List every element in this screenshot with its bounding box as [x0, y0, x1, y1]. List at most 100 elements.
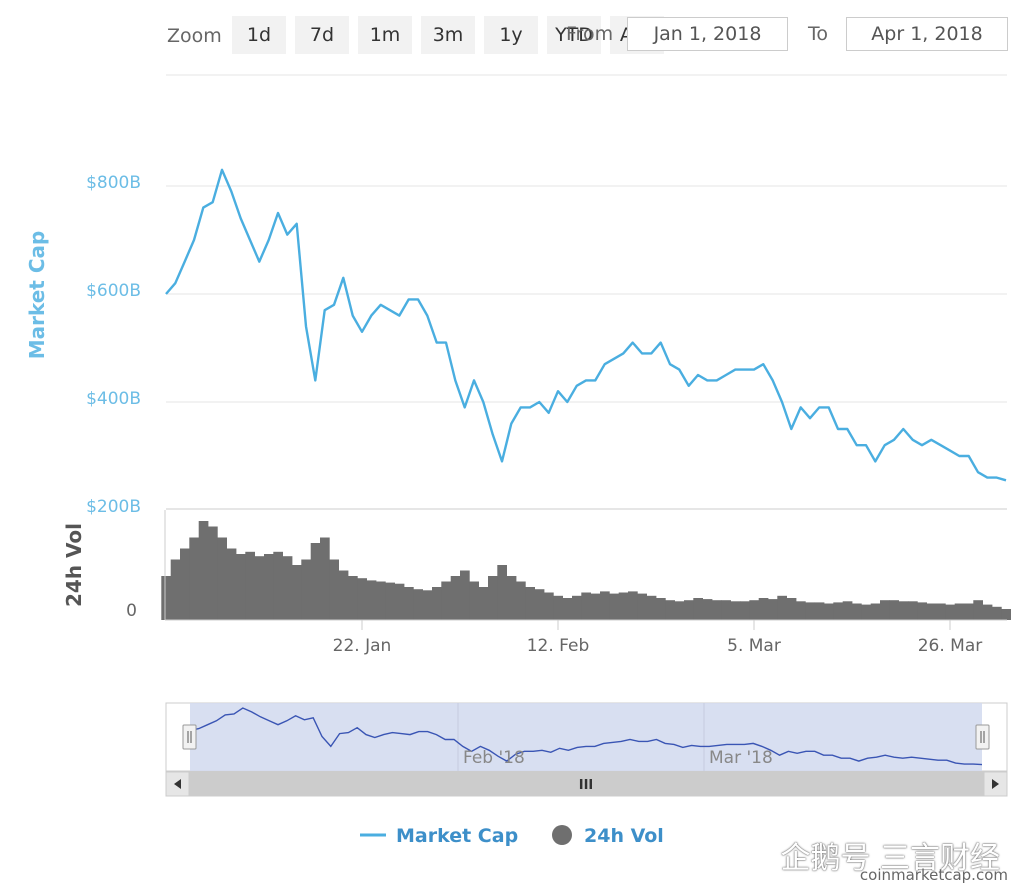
zoom-ytd-button[interactable]: YTD [547, 16, 601, 54]
volume-bar [814, 602, 825, 620]
volume-bar [404, 587, 414, 620]
volume-bar [926, 603, 937, 620]
volume-bar [534, 589, 545, 620]
volume-bar [945, 604, 955, 620]
volume-bar [385, 582, 395, 620]
navigator-right-handle[interactable] [975, 724, 990, 750]
volume-bar [329, 559, 339, 620]
volume-bar [394, 583, 405, 620]
scrollbar-thumb[interactable] [189, 772, 984, 796]
volume-bar [170, 559, 181, 620]
volume-bar [506, 576, 517, 620]
volume-bar [768, 599, 778, 620]
volume-bar [693, 598, 703, 620]
volume-bar [236, 554, 246, 620]
volume-bar [264, 554, 274, 620]
volume-bar [469, 581, 479, 620]
navigator[interactable]: Feb '18 Mar '18 [165, 702, 1008, 772]
legend-item-24h-vol[interactable]: 24h Vol [552, 825, 664, 847]
volume-bar [861, 604, 871, 620]
volume-bar [842, 601, 853, 620]
volume-bar [646, 595, 657, 620]
volume-bar [198, 521, 209, 620]
y-axis-ticks: $200B $400B $600B $800B [86, 173, 141, 517]
from-date-input[interactable] [627, 17, 788, 51]
x-tick-label: 22. Jan [333, 636, 392, 656]
volume-bar [161, 576, 171, 620]
volume-legend-icon [552, 825, 572, 845]
volume-bar [618, 592, 629, 620]
volume-bar [208, 526, 218, 620]
volume-bar [600, 591, 610, 620]
x-tick-label: 26. Mar [918, 636, 983, 656]
volume-bar [273, 551, 283, 620]
scrollbar-grip: III [579, 778, 594, 793]
volume-bar [1001, 609, 1011, 620]
volume-bar [796, 601, 806, 620]
volume-bar [992, 606, 1002, 620]
from-label: From [566, 23, 614, 45]
legend-item-market-cap[interactable]: Market Cap [360, 825, 518, 847]
volume-bar [805, 602, 815, 620]
volume-bar [908, 601, 918, 620]
volume-bar [432, 587, 442, 620]
volume-bar [376, 581, 386, 620]
volume-bar [824, 603, 834, 620]
volume-bar [609, 593, 619, 620]
volume-bar [758, 598, 769, 620]
volume-bar [544, 592, 554, 620]
volume-bar [936, 603, 946, 620]
zoom-1d-button[interactable]: 1d [232, 16, 286, 54]
volume-bar [245, 551, 255, 620]
volume-bar [786, 598, 797, 620]
volume-bar [516, 581, 526, 620]
range-selector: Zoom 1d 7d 1m 3m 1y YTD ALL From To [0, 0, 1024, 70]
volume-bar [217, 537, 227, 620]
volume-axis-title: 24h Vol [62, 523, 86, 607]
volume-bars [161, 521, 1011, 620]
volume-tick-zero: 0 [126, 601, 137, 621]
volume-bar [656, 598, 666, 620]
zoom-3m-button[interactable]: 3m [421, 16, 475, 54]
legend-label-market-cap: Market Cap [396, 825, 518, 847]
volume-bar [422, 590, 433, 620]
volume-bar [180, 548, 190, 620]
volume-bar [562, 598, 573, 620]
volume-bar [254, 556, 265, 620]
scrollbar[interactable]: III [165, 771, 1008, 797]
volume-bar [581, 592, 591, 620]
zoom-7d-button[interactable]: 7d [295, 16, 349, 54]
volume-bar [348, 576, 358, 620]
y-tick-label: $800B [86, 173, 141, 193]
to-label: To [808, 23, 829, 45]
zoom-1m-button[interactable]: 1m [358, 16, 412, 54]
volume-bar [301, 559, 311, 620]
to-date-input[interactable] [846, 17, 1008, 51]
volume-bar [880, 600, 890, 620]
x-tick-label: 5. Mar [727, 636, 781, 656]
volume-bar [898, 601, 909, 620]
y-tick-label: $400B [86, 389, 141, 409]
volume-bar [954, 603, 965, 620]
watermark-brand: 企鹅号 三言财经 [780, 841, 1000, 876]
volume-bar [973, 600, 983, 620]
volume-bar [460, 570, 470, 620]
volume-bar [684, 600, 694, 620]
legend: Market Cap 24h Vol [360, 825, 664, 847]
navigator-label-feb: Feb '18 [463, 748, 525, 768]
volume-bar [497, 565, 507, 620]
volume-bar [777, 595, 787, 620]
zoom-1y-button[interactable]: 1y [484, 16, 538, 54]
volume-bar [366, 580, 377, 620]
navigator-selection[interactable] [190, 703, 982, 771]
scroll-left-arrow-icon [174, 779, 181, 789]
volume-bar [413, 589, 423, 620]
navigator-left-handle[interactable] [182, 724, 197, 750]
volume-bar [870, 603, 881, 620]
volume-bar [628, 591, 638, 620]
x-axis-ticks: 22. Jan 12. Feb 5. Mar 26. Mar [333, 620, 983, 656]
volume-bar [637, 593, 647, 620]
navigator-label-mar: Mar '18 [709, 748, 773, 768]
volume-bar [310, 543, 321, 620]
